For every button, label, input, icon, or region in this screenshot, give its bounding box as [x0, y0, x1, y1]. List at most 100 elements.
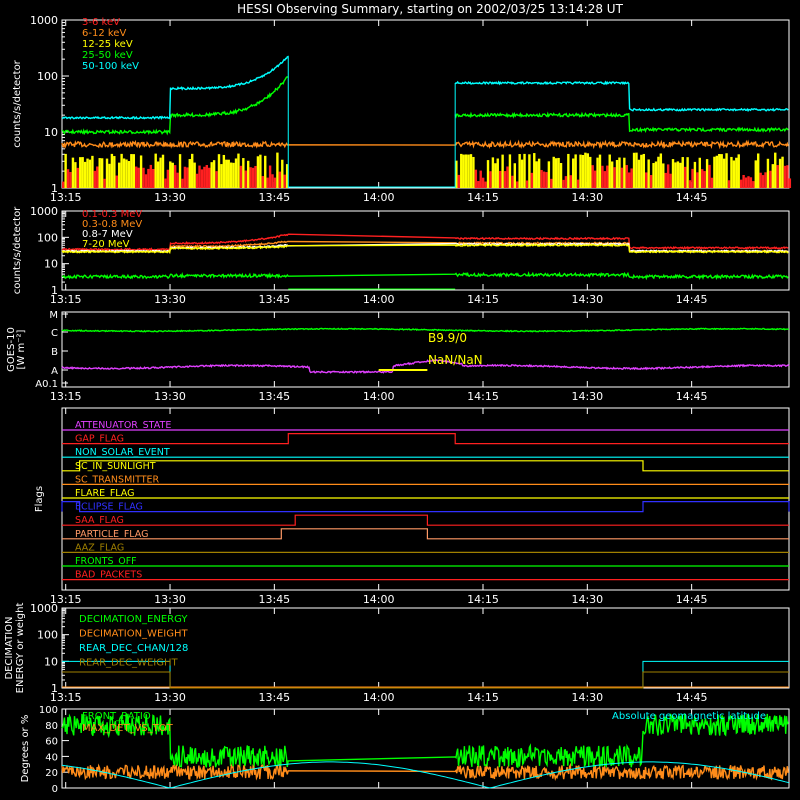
x-tick-label: 13:45: [258, 691, 290, 704]
rate-bar: [688, 180, 692, 188]
flag-label: ATTENUATOR_STATE: [75, 420, 171, 431]
flag-label: FLARE_FLAG: [75, 488, 135, 499]
rate-bar: [606, 165, 609, 188]
rate-bar: [781, 156, 784, 188]
rate-bar: [718, 154, 721, 188]
rate-bar: [205, 165, 209, 188]
rate-bar: [79, 157, 82, 188]
rate-bar: [552, 156, 555, 188]
rate-bar: [518, 154, 521, 188]
flag-label: PARTICLE_FLAG: [75, 529, 148, 540]
flag-line: [61, 501, 790, 513]
rate-bar: [117, 162, 121, 188]
rate-bar: [159, 157, 162, 188]
x-tick-label: 14:15: [467, 293, 499, 306]
legend-entry: 3-6 keV: [82, 17, 120, 28]
x-tick-label: 14:30: [571, 390, 603, 403]
rate-bar: [130, 154, 133, 188]
rate-bar: [96, 166, 99, 188]
x-tick-label: 13:45: [258, 390, 290, 403]
rate-bar: [693, 161, 697, 188]
rate-bar: [742, 174, 745, 188]
rate-bar: [627, 172, 631, 188]
rate-bar: [662, 163, 665, 188]
rate-bar: [735, 157, 738, 188]
rate-bar: [720, 154, 723, 188]
rate-bar: [469, 154, 473, 188]
rate-bar: [676, 161, 680, 188]
rate-bar: [715, 155, 719, 188]
rate-bar: [232, 162, 235, 188]
x-tick-label: 13:30: [154, 691, 186, 704]
rate-bar: [533, 153, 536, 188]
rate-bar: [229, 162, 233, 188]
rate-bar: [281, 159, 284, 188]
rate-bar: [620, 167, 624, 188]
rate-bar: [752, 181, 755, 188]
rate-bar: [630, 168, 633, 188]
rate-bar: [489, 171, 492, 188]
rate-bar: [283, 174, 286, 188]
legend-entry: 50-100 keV: [82, 61, 139, 72]
rate-bar: [115, 175, 118, 188]
rate-bar: [171, 162, 174, 188]
flag-label: GAP_FLAG: [75, 434, 124, 445]
rate-bar: [154, 153, 157, 188]
legend-entry: 6-12 keV: [82, 28, 126, 39]
rate-bar: [222, 154, 226, 188]
x-tick-label: 13:15: [50, 593, 82, 606]
rate-bar: [285, 164, 289, 188]
rate-bar: [98, 158, 101, 188]
legend-entry: DECIMATION_WEIGHT: [79, 629, 188, 640]
rate-bar: [183, 166, 187, 188]
rate-bar: [208, 167, 211, 188]
y-tick-label: 10: [44, 655, 58, 668]
rate-bar: [708, 164, 711, 188]
rate-bar: [64, 153, 67, 188]
rate-bar: [193, 162, 196, 188]
x-tick-label: 14:00: [363, 691, 395, 704]
rate-bar: [761, 175, 765, 188]
rate-bar: [727, 180, 731, 188]
flag-label: FRONTS_OFF: [75, 556, 137, 567]
flag-label: SC_IN_SUNLIGHT: [75, 461, 156, 472]
rate-bar: [481, 177, 485, 188]
rate-bar: [591, 165, 594, 188]
y-tick-label: B: [51, 347, 58, 358]
rate-bar: [246, 160, 250, 188]
rate-bar: [613, 167, 616, 188]
rate-bar: [156, 161, 160, 188]
y-tick-label: 10: [44, 126, 58, 139]
rate-bar: [479, 170, 482, 188]
rate-bar: [703, 171, 706, 188]
y-tick-label: 20: [45, 768, 58, 779]
rate-bar: [671, 159, 675, 188]
goes-annotation: B9.9/0: [428, 331, 467, 345]
panel-3-frame: [61, 311, 790, 388]
rate-bar: [127, 161, 131, 188]
x-tick-label: 14:30: [571, 593, 603, 606]
rate-bar: [103, 178, 106, 188]
rate-bar: [125, 159, 128, 188]
rate-bar: [730, 156, 733, 188]
y-axis-label: GOES-10: [6, 327, 17, 372]
x-tick-label: 14:00: [363, 390, 395, 403]
rate-bar: [586, 153, 590, 188]
rate-bar: [462, 154, 465, 188]
rate-bar: [110, 153, 114, 188]
y-axis-label: [W m⁻²]: [16, 329, 27, 369]
rate-bar: [701, 169, 704, 188]
rate-bar: [713, 156, 716, 188]
rate-bar: [513, 163, 516, 188]
rate-bar: [164, 178, 167, 188]
x-tick-label: 14:15: [467, 191, 499, 204]
rate-bar: [181, 178, 184, 188]
rate-bar: [550, 178, 553, 188]
rate-bar: [542, 171, 546, 188]
x-tick-label: 14:45: [676, 593, 708, 606]
rate-bar: [598, 154, 602, 188]
rate-bar: [683, 166, 687, 188]
y-tick-label: 100: [37, 70, 58, 83]
rate-bar: [498, 170, 502, 188]
rate-bar: [278, 171, 282, 188]
